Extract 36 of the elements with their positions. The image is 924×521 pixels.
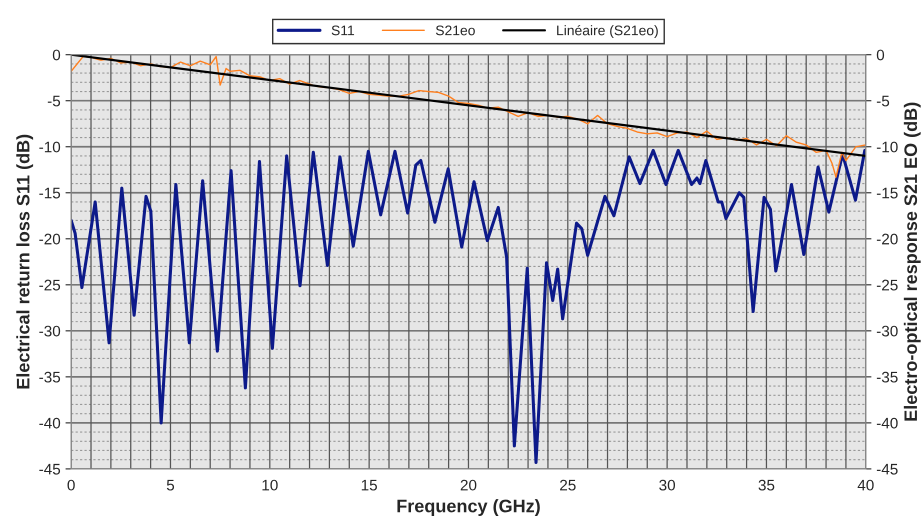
y-tick-label: -20 (39, 234, 60, 244)
x-tick-label: 10 (262, 480, 278, 491)
y2-tick-label: -10 (876, 142, 898, 152)
x-tick-label: 0 (67, 480, 75, 491)
x-tick-label: 35 (758, 480, 774, 491)
y-tick-label: -45 (39, 464, 60, 475)
x-tick-label: 30 (659, 480, 676, 491)
x-axis-title: Frequency (GHz) (397, 499, 540, 516)
y-tick-label: -40 (39, 418, 60, 429)
y-tick-label: -30 (39, 326, 60, 337)
y-tick-label: -25 (39, 280, 60, 290)
y2-axis-title: Electro-optical response S21 EO (dB) (904, 102, 921, 421)
line-series (71, 148, 866, 464)
y2-tick-label: -35 (876, 372, 898, 383)
x-tick-label: 20 (460, 480, 476, 491)
x-tick-label: 15 (362, 480, 377, 491)
y2-tick-label: -20 (876, 234, 898, 244)
y2-tick-label: -25 (876, 280, 898, 290)
y-tick-label: -10 (39, 142, 60, 152)
y2-tick-label: -30 (876, 326, 898, 337)
legend-label: S11 (332, 25, 354, 36)
y-tick-label: -35 (39, 372, 60, 383)
legend-label: Linéaire (S21eo) (557, 24, 658, 38)
y2-tick-label: -5 (876, 96, 890, 106)
y2-tick-label: -15 (876, 188, 898, 198)
y-tick-label: -15 (39, 188, 60, 198)
y-tick-label: -5 (48, 96, 60, 106)
y-tick-label: 0 (52, 50, 60, 60)
legend-label: S21eo (436, 25, 475, 36)
y2-tick-label: -40 (876, 418, 898, 429)
y2-tick-label: 0 (876, 50, 884, 60)
y2-tick-label: -45 (876, 464, 898, 475)
x-tick-label: 25 (560, 480, 576, 491)
y-axis-title: Electrical return loss S11 (dB) (16, 134, 34, 389)
x-tick-label: 40 (858, 480, 874, 491)
x-tick-label: 5 (166, 480, 174, 491)
